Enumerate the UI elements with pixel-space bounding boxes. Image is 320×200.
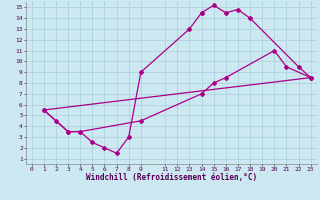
X-axis label: Windchill (Refroidissement éolien,°C): Windchill (Refroidissement éolien,°C) xyxy=(86,173,257,182)
